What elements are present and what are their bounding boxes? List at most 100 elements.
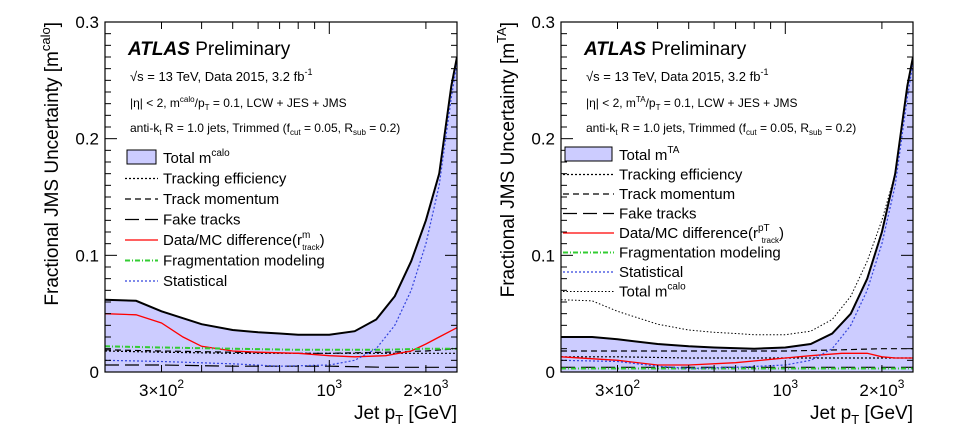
legend-label: Statistical <box>163 273 227 290</box>
text-part: /p <box>195 96 205 110</box>
info-selection: |η| < 2, mTA/pT = 0.1, LCW + JES + JMS <box>586 95 798 112</box>
text-part: ) <box>320 232 325 249</box>
total-uncertainty-band <box>105 57 457 372</box>
text-part: T <box>395 412 403 427</box>
text-part: Tracking efficiency <box>163 171 287 188</box>
text-part: Fragmentation modeling <box>619 245 781 262</box>
info-selection: |η| < 2, mcalo/pT = 0.1, LCW + JES + JMS <box>130 95 347 112</box>
text-part: Fractional JMS Uncertainty [m <box>498 43 519 297</box>
legend-label: Statistical <box>619 264 683 281</box>
text-part: calo <box>38 27 53 51</box>
text-part: cut <box>290 128 301 137</box>
legend-label: Fake tracks <box>619 206 697 223</box>
series-line-data-mc-difference-r <box>105 313 457 358</box>
series-line-fake-tracks <box>105 364 457 368</box>
text-part: 2×10 <box>403 381 441 400</box>
text-part: TA <box>494 27 509 43</box>
text-part: anti-k <box>130 121 160 135</box>
y-tick-label: 0.1 <box>531 246 555 265</box>
atlas-label: ATLAS Preliminary <box>127 39 291 60</box>
text-part: Tracking efficiency <box>619 167 743 184</box>
text-part: Track momentum <box>163 191 279 208</box>
text-part: Jet p <box>810 403 851 424</box>
legend-label: Data/MC difference(rm track) <box>163 230 325 252</box>
x-axis-label: Jet pT [GeV] <box>354 403 457 427</box>
text-part: Jet p <box>354 403 395 424</box>
text-part: 2 <box>633 377 640 391</box>
text-part: /p <box>646 96 656 110</box>
text-part: 10 <box>772 381 791 400</box>
plot-area <box>561 56 913 372</box>
atlas-label: ATLAS Preliminary <box>583 39 747 60</box>
text-part: √s = 13 TeV, Data 2015, 3.2 fb <box>586 69 760 84</box>
text-part: 3 <box>898 377 905 391</box>
text-part: 2 <box>177 377 184 391</box>
text-part: 3×10 <box>139 381 177 400</box>
text-part: 3 <box>791 377 798 391</box>
legend-label: Total mTA <box>619 145 680 164</box>
text-part: Preliminary <box>195 39 291 60</box>
text-part: = 0.1, LCW + JES + JMS <box>660 96 797 110</box>
text-part: sub <box>809 128 822 137</box>
x-tick-label: 103 <box>772 377 798 400</box>
legend-label: Fragmentation modeling <box>619 245 781 262</box>
text-part: Fake tracks <box>619 206 697 223</box>
text-part: = 0.05, R <box>301 121 354 135</box>
y-tick-label: 0.3 <box>75 13 99 32</box>
text-part: T <box>851 412 859 427</box>
text-part: = 0.05, R <box>757 121 810 135</box>
text-part: calo <box>211 148 230 159</box>
legend-label: Total mcalo <box>163 148 230 167</box>
text-part: t <box>615 128 618 137</box>
text-part: sub <box>353 128 366 137</box>
info-jets: anti-kt R = 1.0 jets, Trimmed (fcut = 0.… <box>586 121 856 137</box>
x-tick-label: 3×102 <box>595 377 640 400</box>
legend-label: Tracking efficiency <box>163 171 287 188</box>
y-axis-label: Fractional JMS Uncertainty [mTA] <box>494 22 519 297</box>
text-part: T <box>656 103 661 112</box>
text-part: TA <box>636 95 646 104</box>
y-tick-label: 0.2 <box>531 130 555 149</box>
text-part: Fake tracks <box>163 212 241 229</box>
text-part: 3 <box>335 377 342 391</box>
text-part: track <box>302 243 320 252</box>
legend-label: Total mcalo <box>619 282 686 301</box>
legend-label: Data/MC difference(rpT track) <box>619 223 784 245</box>
series-line-tracking-efficiency <box>105 350 457 354</box>
x-tick-label: 3×102 <box>139 377 184 400</box>
text-part: 10 <box>316 381 335 400</box>
text-part: track <box>762 236 780 245</box>
legend-label: Fragmentation modeling <box>163 253 325 270</box>
text-part: Total m <box>163 150 211 167</box>
legend-label: Tracking efficiency <box>619 167 743 184</box>
legend-swatch-band <box>564 146 613 162</box>
x-tick-label: 2×103 <box>403 377 448 400</box>
text-part: ] <box>498 22 519 27</box>
text-part: Statistical <box>619 264 683 281</box>
text-part: t <box>159 128 162 137</box>
legend-label: Track momentum <box>619 186 735 203</box>
legend-label: Track momentum <box>163 191 279 208</box>
text-part: Total m <box>619 284 667 301</box>
text-part: 2×10 <box>859 381 897 400</box>
text-part: -1 <box>304 67 312 77</box>
x-axis-label: Jet pT [GeV] <box>810 403 913 427</box>
series-line-fragmentation-modeling <box>105 345 457 351</box>
text-part: Fragmentation modeling <box>163 253 325 270</box>
text-part: ATLAS <box>583 39 646 60</box>
info-energy: √s = 13 TeV, Data 2015, 3.2 fb-1 <box>130 67 312 84</box>
plot-area <box>105 56 457 372</box>
text-part: T <box>205 103 210 112</box>
text-part: |η| < 2, m <box>586 96 636 110</box>
total-uncertainty-band <box>561 57 913 372</box>
text-part: -1 <box>760 67 768 77</box>
text-part: Statistical <box>163 273 227 290</box>
series-line-track-momentum <box>105 348 457 354</box>
text-part: cut <box>746 128 757 137</box>
text-part: [GeV] <box>859 403 913 424</box>
info-jets: anti-kt R = 1.0 jets, Trimmed (fcut = 0.… <box>130 121 400 137</box>
text-part: m <box>302 230 310 241</box>
text-part: calo <box>180 95 195 104</box>
